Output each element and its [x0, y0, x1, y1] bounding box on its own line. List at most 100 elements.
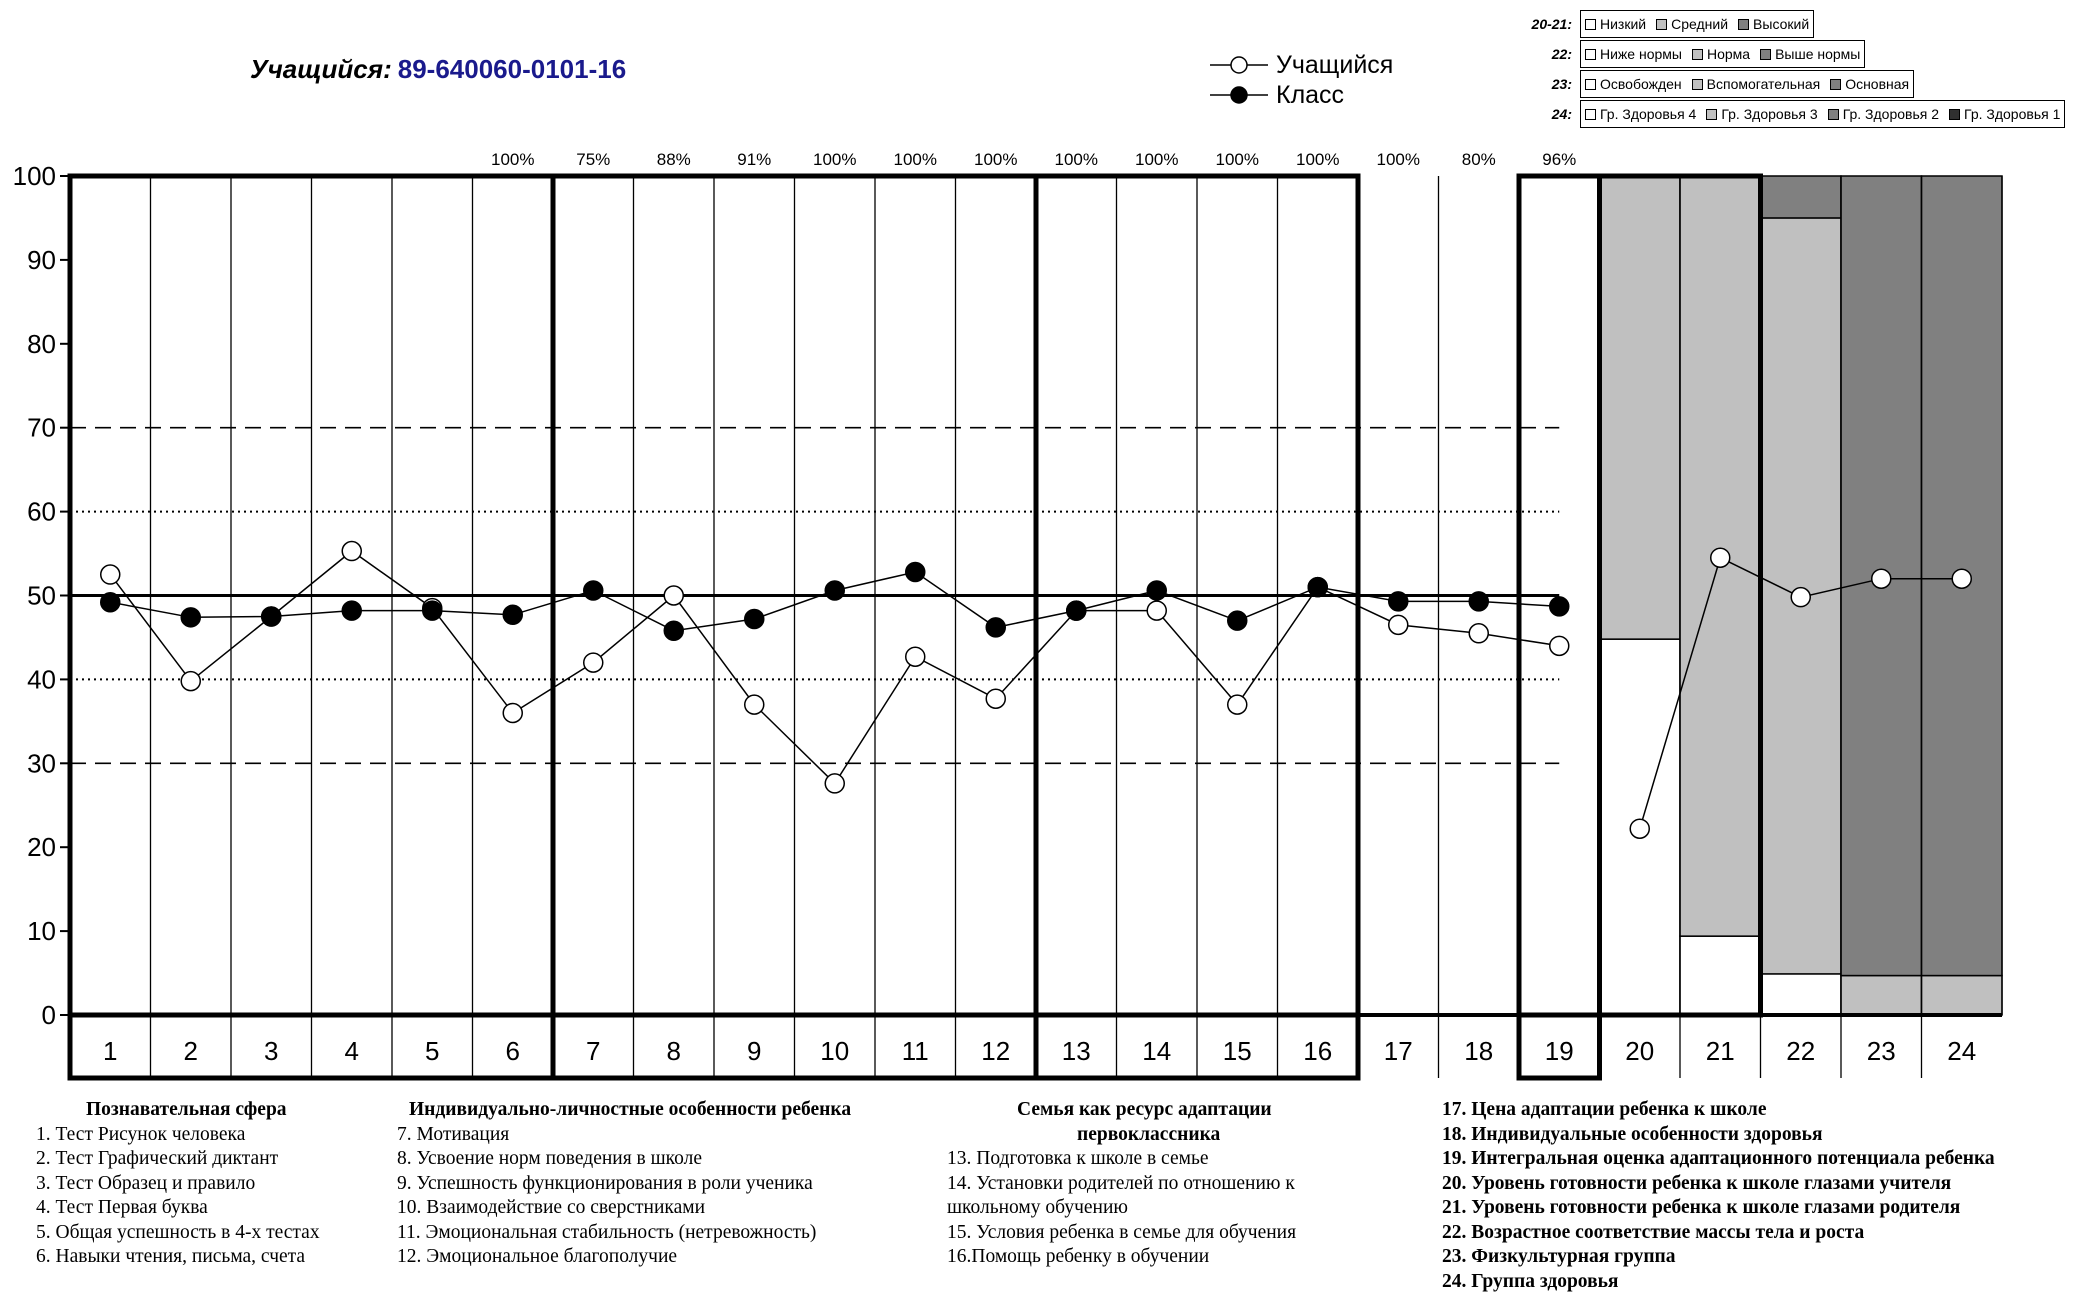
- footer-item: 3. Тест Образец и правило: [36, 1172, 256, 1194]
- marker-student-20: [1629, 818, 1650, 839]
- x-tick-label-17: 17: [1384, 1036, 1413, 1066]
- footer-column: Семья как ресурс адаптации первоклассника…: [947, 1098, 1296, 1270]
- category-legend-label: Низкий: [1600, 16, 1647, 32]
- marker-student-15: [1227, 694, 1248, 715]
- category-legend-row: 20-21: Низкий Средний Высокий: [1500, 10, 1815, 38]
- category-legend-entry: Высокий: [1738, 16, 1809, 32]
- category-legend-label: Высокий: [1753, 16, 1810, 32]
- swatch-icon: [1656, 18, 1668, 30]
- footer-item: 6. Навыки чтения, письма, счета: [36, 1246, 306, 1267]
- stacked-band-21-0: [1679, 935, 1762, 1016]
- x-tick-label-7: 7: [586, 1036, 600, 1066]
- category-legend-key: 20-21:: [1531, 16, 1572, 32]
- marker-class-17: [1388, 591, 1409, 612]
- x-tick-label-21: 21: [1706, 1036, 1735, 1066]
- footer-item: 1. Тест Рисунок человека: [36, 1123, 246, 1145]
- footer-heading: Индивидуально-личностные особенности реб…: [409, 1099, 852, 1120]
- x-tick-label-4: 4: [345, 1036, 359, 1066]
- footer-column: Познавательная сфера 1. Тест Рисунок чело…: [36, 1098, 320, 1270]
- footer-column: Индивидуально-личностные особенности реб…: [397, 1098, 851, 1270]
- category-legend-entry: Освобожден: [1585, 76, 1682, 92]
- footer-item: 5. Общая успешность в 4-х тестах: [36, 1221, 320, 1243]
- marker-class-7: [583, 580, 604, 601]
- category-group-box-19-19: [1516, 1012, 1602, 1081]
- x-tick-label-16: 16: [1303, 1036, 1332, 1066]
- x-tick-label-14: 14: [1142, 1036, 1171, 1066]
- marker-student-21: [1710, 547, 1731, 568]
- category-legend-label: Гр. Здоровья 3: [1721, 106, 1818, 122]
- swatch-icon: [1706, 108, 1718, 120]
- student-id: 89-640060-0101-16: [397, 54, 627, 84]
- footer-item: 22. Возрастное соответствие массы тела и…: [1442, 1221, 1865, 1243]
- category-legend-entry: Выше нормы: [1760, 46, 1860, 62]
- marker-student-18: [1468, 623, 1489, 644]
- footer-item: школьному обучению: [947, 1197, 1128, 1218]
- category-legend-entry: Ниже нормы: [1585, 46, 1682, 62]
- category-legend-label: Ниже нормы: [1600, 46, 1682, 62]
- stacked-band-22-0: [1759, 973, 1842, 1016]
- percent-label-16: 100%: [1296, 150, 1339, 169]
- marker-class-5: [422, 600, 443, 621]
- percent-label-19: 96%: [1542, 150, 1576, 169]
- y-tick-label-60: 60: [27, 497, 56, 527]
- x-tick-label-15: 15: [1223, 1036, 1252, 1066]
- percent-label-13: 100%: [1055, 150, 1098, 169]
- category-legend-entry: Основная: [1830, 76, 1909, 92]
- filled-circle-icon: [1210, 86, 1268, 104]
- marker-student-4: [341, 540, 362, 562]
- swatch-icon: [1691, 48, 1703, 60]
- y-axis: 0 10 20 30 40 50 60 70 80 90 100: [13, 161, 70, 1030]
- y-tick-label-20: 20: [27, 832, 56, 862]
- legend-item-student: Учащийся: [1208, 50, 1393, 80]
- marker-class-8: [663, 620, 684, 641]
- marker-class-4: [341, 600, 362, 621]
- marker-class-6: [502, 604, 523, 626]
- footer-item: 8. Усвоение норм поведения в школе: [397, 1148, 703, 1169]
- marker-student-6: [502, 702, 523, 724]
- legend-item-class: Класс: [1208, 80, 1393, 110]
- category-legend-entry: Вспомогательная: [1691, 76, 1820, 92]
- x-axis: 1 2 3 4 5 6 7 8 9 10 11 12 13 14 15 16 17 18 19 20 21 22 23 24: [67, 1012, 1976, 1081]
- category-legend-label: Гр. Здоровья 2: [1842, 106, 1940, 122]
- percent-labels: 100% 75% 88% 91% 100% 100% 100% 100% 100% 100% 100…: [491, 150, 1576, 169]
- swatch-icon: [1830, 78, 1842, 90]
- category-legend-entry: Гр. Здоровья 3: [1706, 106, 1818, 122]
- marker-class-11: [905, 561, 926, 583]
- swatch-icon: [1827, 108, 1839, 120]
- marker-student-9: [744, 694, 765, 715]
- legend-label-student: Учащийся: [1276, 50, 1394, 79]
- y-tick-label-70: 70: [27, 413, 56, 443]
- category-legend-row: 23: Освобожден Вспомогательная Основная: [1500, 70, 1915, 98]
- percent-label-6: 100%: [491, 150, 534, 169]
- stacked-band-24-0: [1920, 974, 2003, 1016]
- swatch-icon: [1585, 78, 1596, 90]
- x-tick-label-23: 23: [1867, 1036, 1896, 1066]
- marker-class-3: [261, 606, 282, 627]
- category-legend-box: Освобожден Вспомогательная Основная: [1580, 70, 1915, 98]
- y-tick-label-90: 90: [27, 245, 56, 275]
- marker-student-19: [1549, 635, 1570, 657]
- marker-student-11: [905, 646, 926, 667]
- footer-item: 18. Индивидуальные особенности здоровья: [1442, 1123, 1823, 1145]
- x-tick-label-10: 10: [820, 1036, 849, 1066]
- marker-class-1: [100, 591, 121, 613]
- marker-class-13: [1066, 600, 1087, 621]
- x-tick-label-1: 1: [103, 1036, 117, 1066]
- series-legend: Учащийся Класс: [1208, 50, 1393, 110]
- category-legend-label: Освобожден: [1600, 76, 1682, 92]
- percent-label-18: 80%: [1462, 150, 1496, 169]
- category-legend-box: Низкий Средний Высокий: [1580, 10, 1815, 38]
- y-tick-label-10: 10: [27, 916, 56, 946]
- x-tick-label-2: 2: [184, 1036, 198, 1066]
- x-tick-label-20: 20: [1625, 1036, 1654, 1066]
- footer-item: 11. Эмоциональная стабильность (нетревож…: [397, 1221, 817, 1243]
- y-tick-label-0: 0: [42, 1000, 56, 1030]
- category-legend-entry: Гр. Здоровья 1: [1949, 106, 2060, 122]
- footer-item: 15. Условия ребенка в семье для обучения: [947, 1221, 1297, 1243]
- category-legend-key: 23:: [1551, 76, 1572, 92]
- category-legend-label: Гр. Здоровья 4: [1600, 106, 1697, 122]
- category-legend-label: Гр. Здоровья 1: [1964, 106, 2061, 122]
- stacked-band-22-2: [1759, 175, 1842, 219]
- footer-item: 7. Мотивация: [397, 1123, 510, 1145]
